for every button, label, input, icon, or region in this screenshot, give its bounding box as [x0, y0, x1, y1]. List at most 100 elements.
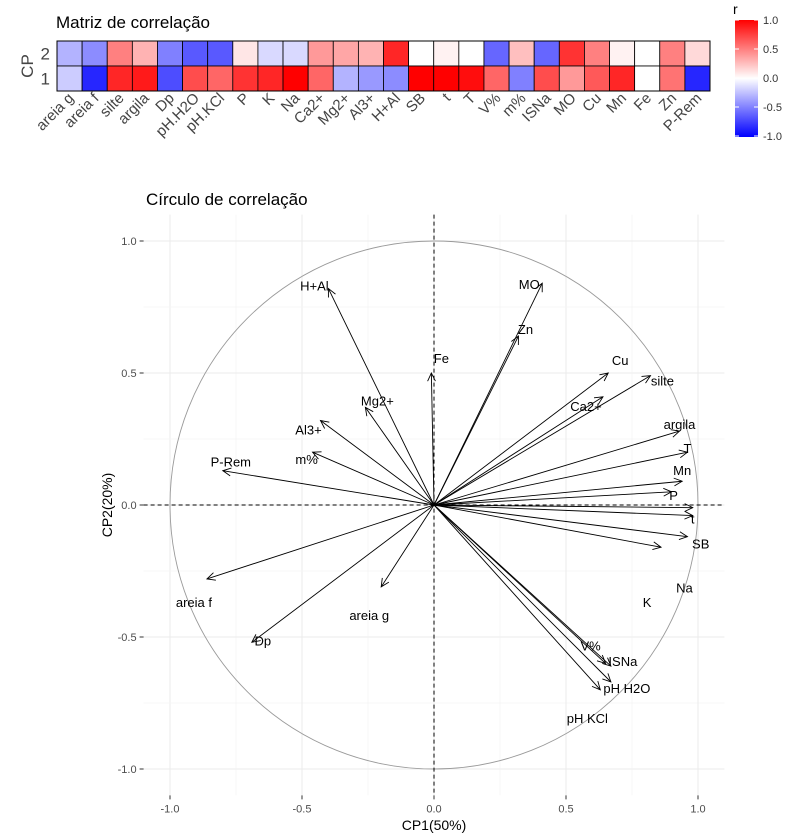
vector-label: Na — [676, 581, 693, 596]
vector-arrowhead — [319, 419, 330, 429]
heatmap-cell — [307, 40, 334, 67]
heatmap-cell — [483, 40, 510, 67]
heatmap-cell — [684, 40, 711, 67]
heatmap-cell — [332, 65, 359, 92]
heatmap-cell — [533, 65, 560, 92]
vector-label: Al3+ — [295, 423, 321, 438]
x-tick-label: -1.0 — [161, 803, 180, 815]
legend-title: r — [733, 1, 738, 17]
heatmap-cell — [157, 65, 183, 92]
vector-arrowhead — [205, 572, 216, 581]
vector-label: P-Rem — [211, 455, 251, 470]
vector-label: ISNa — [608, 654, 638, 669]
vector-arrowhead — [673, 477, 684, 487]
pca-vector-labels: H+Al MO Zn Fe Cu silte Ca2+ argila T Mn Pt SB Na K Mg2… — [176, 277, 710, 726]
vector-arrowhead — [684, 510, 694, 520]
vector-arrowhead — [311, 451, 322, 460]
heatmap-cell — [684, 65, 711, 92]
vector-label: silte — [651, 374, 674, 389]
heatmap-cell — [56, 65, 83, 92]
heatmap-cell — [106, 40, 133, 67]
heatmap-cell — [659, 65, 686, 92]
loading-vector — [433, 372, 609, 506]
loading-vector — [380, 504, 435, 588]
heatmap-cell — [558, 40, 585, 67]
loading-vector — [433, 504, 601, 691]
y-tick-label: 0.5 — [121, 368, 136, 380]
vector-label: Fe — [434, 351, 449, 366]
heatmap-cell — [609, 65, 636, 92]
heatmap-border — [56, 40, 711, 92]
vector-label: Ca2+ — [570, 399, 601, 414]
loading-vector — [222, 470, 435, 506]
heatmap-column-label: H+Al — [369, 90, 404, 125]
heatmap-cell — [584, 65, 610, 92]
heatmap-column-label: V% — [476, 90, 505, 119]
vector-label: Zn — [518, 322, 533, 337]
loading-vector — [433, 491, 672, 506]
x-axis-ticks: -1.0 -0.5 0.0 0.5 1.0 — [161, 795, 706, 815]
loading-vector — [327, 288, 435, 506]
loading-vector — [433, 504, 662, 548]
vector-label: T — [683, 441, 691, 456]
heatmap-column-label: Mn — [603, 90, 630, 117]
heatmap-cell — [659, 40, 686, 67]
legend-ticks: 1.0 0.5 0.0 -0.5 -1.0 — [735, 15, 782, 143]
loading-vector — [430, 372, 435, 506]
legend-tick-label: 0.5 — [763, 44, 778, 56]
heatmap-cell — [282, 40, 309, 67]
y-tick-label: -0.5 — [118, 632, 137, 644]
colorbar-legend: r 1.0 0.5 0.0 -0.5 -1.0 — [733, 1, 782, 143]
vector-arrowhead — [591, 681, 602, 691]
vector-arrowhead — [327, 287, 336, 298]
heatmap-column-label: MO — [551, 90, 580, 119]
pca-title: Círculo de correlação — [146, 190, 308, 209]
heatmap-cell — [357, 40, 384, 67]
loading-vector — [433, 430, 680, 506]
heatmap-column-label: Fe — [631, 90, 655, 114]
heatmap-cell — [257, 40, 284, 67]
vector-arrowhead — [427, 371, 436, 382]
heatmap-cell — [81, 40, 108, 67]
heatmap-cell — [609, 40, 636, 67]
vector-arrowhead — [364, 406, 374, 417]
vector-arrowhead — [641, 375, 652, 384]
heatmap-cell — [207, 40, 234, 67]
heatmap-column-label: t — [439, 89, 455, 105]
heatmap-cell — [508, 65, 535, 92]
heatmap-cell — [207, 65, 234, 92]
loading-vector — [251, 504, 435, 643]
vector-arrowhead — [380, 577, 390, 588]
legend-tick-label: 1.0 — [763, 15, 778, 27]
x-tick-label: 1.0 — [690, 803, 705, 815]
vector-arrowhead — [534, 282, 543, 293]
loading-vector — [312, 451, 435, 506]
vector-arrowhead — [511, 335, 519, 346]
heatmap-cell — [131, 65, 158, 92]
heatmap-cell — [458, 40, 485, 67]
vector-label: K — [643, 595, 652, 610]
heatmap-cell — [408, 65, 435, 92]
loading-vector — [433, 396, 604, 506]
heatmap-cell — [56, 40, 83, 67]
heatmap-cell — [106, 65, 133, 92]
loading-vector — [433, 504, 612, 667]
vector-arrowhead — [593, 396, 604, 405]
heatmap-cell — [332, 40, 359, 67]
heatmap-row-label: 2 — [41, 45, 50, 64]
heatmap-panel: Matriz de correlação CP 21 areia gareia … — [18, 13, 711, 140]
heatmap-column-label: SB — [403, 90, 429, 116]
vector-arrowhead — [221, 467, 232, 477]
y-axis-label: CP2(20%) — [99, 473, 115, 538]
vector-arrowhead — [251, 634, 261, 643]
heatmap-title: Matriz de correlação — [56, 13, 210, 32]
heatmap-cell — [634, 40, 661, 67]
heatmap-cell — [383, 40, 410, 67]
vector-arrowhead — [596, 654, 607, 665]
heatmap-cell — [383, 65, 410, 92]
vector-arrowhead — [678, 531, 689, 540]
vector-label: Mn — [673, 463, 691, 478]
vector-label: pH H2O — [603, 681, 650, 696]
